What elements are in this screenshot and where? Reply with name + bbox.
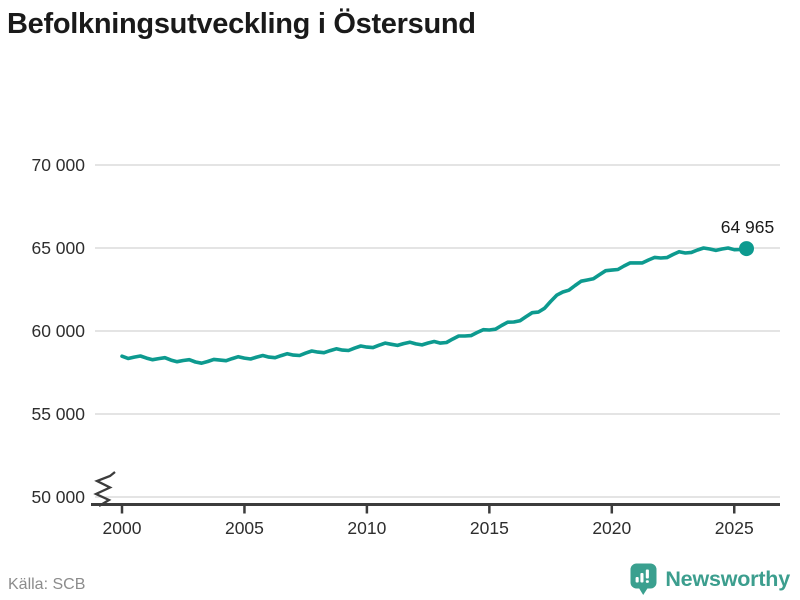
source-note: Källa: SCB [8, 576, 86, 593]
x-tick-label: 2025 [714, 518, 754, 538]
population-line-series [120, 241, 754, 366]
x-tick-label: 2005 [224, 518, 264, 538]
x-tick-label: 2020 [592, 518, 632, 538]
newsworthy-bubble-chart-icon [630, 563, 657, 595]
y-axis-break-icon [93, 471, 116, 507]
end-value-data-label: 64 965 [720, 216, 775, 237]
y-tick-label: 60 000 [31, 321, 85, 341]
y-tick-label: 55 000 [31, 404, 85, 424]
gridlines [95, 164, 780, 498]
end-point-marker [738, 241, 754, 257]
x-tick-label: 2000 [102, 518, 142, 538]
y-tick-label: 50 000 [31, 487, 85, 507]
newsworthy-wordmark: Newsworthy [665, 567, 790, 591]
population-line [120, 246, 749, 366]
axis-break-squiggle [93, 471, 116, 507]
newsworthy-logo[interactable]: Newsworthy [630, 563, 790, 596]
y-tick-label: 65 000 [31, 238, 85, 258]
y-tick-label: 70 000 [31, 155, 85, 175]
x-tick-label: 2010 [347, 518, 387, 538]
x-axis [91, 503, 780, 514]
chart-title: Befolkningsutveckling i Östersund [7, 8, 476, 40]
x-tick-label: 2015 [469, 518, 509, 538]
